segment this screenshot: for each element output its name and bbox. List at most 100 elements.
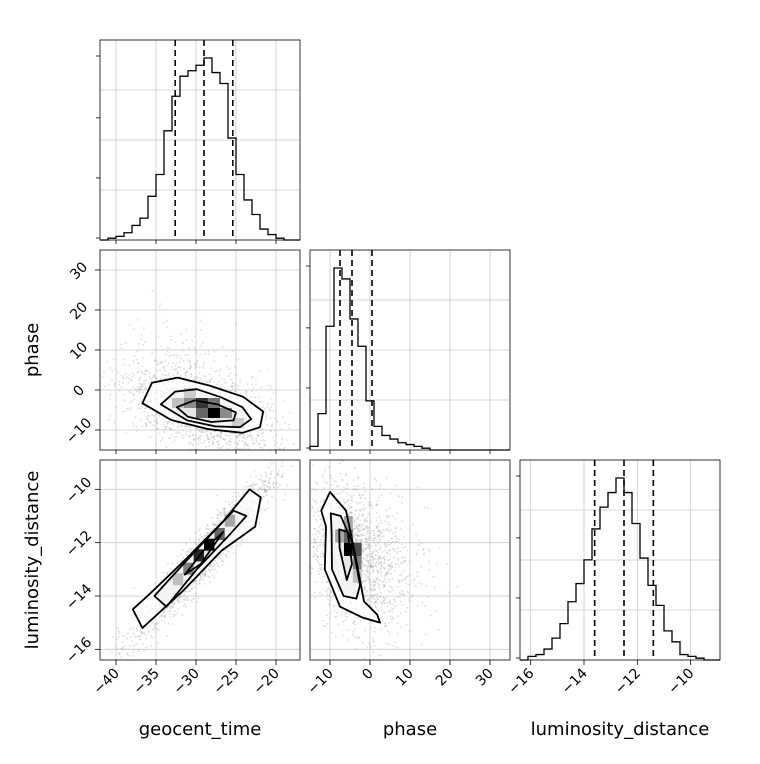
sample-point bbox=[199, 579, 201, 581]
sample-point bbox=[316, 502, 318, 504]
sample-point bbox=[406, 607, 408, 609]
sample-point bbox=[372, 597, 374, 599]
sample-point bbox=[209, 381, 211, 383]
sample-point bbox=[241, 448, 243, 450]
sample-point bbox=[109, 415, 111, 417]
sample-point bbox=[232, 350, 234, 352]
sample-point bbox=[312, 533, 314, 535]
sample-point bbox=[111, 370, 113, 372]
sample-point bbox=[285, 493, 287, 495]
sample-point bbox=[190, 376, 192, 378]
sample-point bbox=[176, 371, 178, 373]
sample-point bbox=[388, 579, 390, 581]
sample-point bbox=[129, 379, 131, 381]
sample-point bbox=[191, 588, 193, 590]
sample-point bbox=[158, 415, 160, 417]
sample-point bbox=[330, 612, 332, 614]
sample-point bbox=[132, 422, 134, 424]
sample-point bbox=[163, 428, 165, 430]
sample-point bbox=[192, 444, 194, 446]
sample-point bbox=[266, 494, 268, 496]
sample-point bbox=[224, 500, 226, 502]
sample-point bbox=[117, 638, 119, 640]
sample-point bbox=[200, 438, 202, 440]
sample-point bbox=[160, 440, 162, 442]
sample-point bbox=[268, 369, 270, 371]
sample-point bbox=[104, 385, 106, 387]
sample-point bbox=[251, 390, 253, 392]
sample-point bbox=[202, 577, 204, 579]
sample-point bbox=[387, 630, 389, 632]
sample-point bbox=[317, 545, 319, 547]
sample-point bbox=[218, 435, 220, 437]
sample-point bbox=[230, 379, 232, 381]
sample-point bbox=[364, 589, 366, 591]
sample-point bbox=[317, 561, 319, 563]
sample-point bbox=[315, 518, 317, 520]
sample-point bbox=[387, 522, 389, 524]
sample-point bbox=[151, 622, 153, 624]
sample-point bbox=[269, 387, 271, 389]
sample-point bbox=[191, 549, 193, 551]
sample-point bbox=[242, 492, 244, 494]
sample-point bbox=[362, 570, 364, 572]
sample-point bbox=[402, 593, 404, 595]
sample-point bbox=[172, 355, 174, 357]
sample-point bbox=[402, 581, 404, 583]
sample-point bbox=[139, 639, 141, 641]
sample-point bbox=[258, 431, 260, 433]
sample-point bbox=[216, 370, 218, 372]
sample-point bbox=[197, 377, 199, 379]
sample-point bbox=[183, 599, 185, 601]
sample-point bbox=[234, 367, 236, 369]
sample-point bbox=[133, 632, 135, 634]
sample-point bbox=[137, 643, 139, 645]
sample-point bbox=[172, 362, 174, 364]
sample-point bbox=[193, 335, 195, 337]
sample-point bbox=[213, 435, 215, 437]
sample-point bbox=[368, 504, 370, 506]
sample-point bbox=[219, 558, 221, 560]
sample-point bbox=[221, 508, 223, 510]
sample-point bbox=[182, 437, 184, 439]
sample-point bbox=[278, 470, 280, 472]
sample-point bbox=[156, 349, 158, 351]
sample-point bbox=[434, 587, 436, 589]
sample-point bbox=[236, 444, 238, 446]
sample-point bbox=[238, 440, 240, 442]
sample-point bbox=[265, 490, 267, 492]
sample-point bbox=[277, 421, 279, 423]
sample-point bbox=[385, 643, 387, 645]
sample-point bbox=[372, 581, 374, 583]
sample-point bbox=[380, 607, 382, 609]
sample-point bbox=[393, 607, 395, 609]
sample-point bbox=[199, 534, 201, 536]
sample-point bbox=[392, 589, 394, 591]
sample-point bbox=[277, 453, 279, 455]
sample-point bbox=[400, 601, 402, 603]
sample-point bbox=[411, 596, 413, 598]
sample-point bbox=[139, 389, 141, 391]
sample-point bbox=[407, 591, 409, 593]
sample-point bbox=[230, 506, 232, 508]
sample-point bbox=[326, 595, 328, 597]
sample-point bbox=[317, 556, 319, 558]
sample-point bbox=[366, 567, 368, 569]
sample-point bbox=[162, 366, 164, 368]
sample-point bbox=[358, 514, 360, 516]
sample-point bbox=[202, 367, 204, 369]
sample-point bbox=[370, 501, 372, 503]
sample-point bbox=[131, 640, 133, 642]
sample-point bbox=[335, 616, 337, 618]
sample-point bbox=[172, 623, 174, 625]
sample-point bbox=[167, 610, 169, 612]
sample-point bbox=[394, 601, 396, 603]
sample-point bbox=[421, 644, 423, 646]
sample-point bbox=[130, 636, 132, 638]
sample-point bbox=[136, 426, 138, 428]
sample-point bbox=[403, 561, 405, 563]
sample-point bbox=[362, 494, 364, 496]
sample-point bbox=[424, 507, 426, 509]
sample-point bbox=[327, 623, 329, 625]
sample-point bbox=[312, 556, 314, 558]
